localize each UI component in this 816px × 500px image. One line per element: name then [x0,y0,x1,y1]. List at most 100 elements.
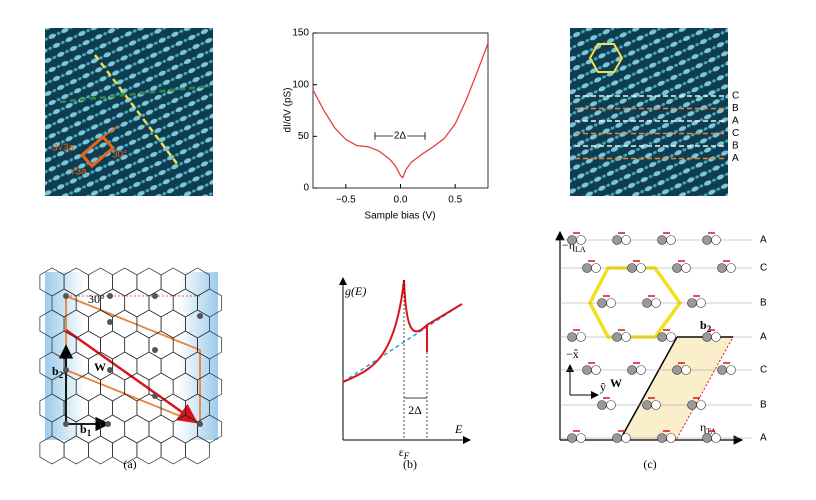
hex-cell [100,330,126,360]
row-label: B [732,103,739,114]
hex-cell [112,393,138,423]
row-label: C [760,263,767,274]
molecule [657,332,667,342]
lattice-site [197,313,203,319]
hex-cell [63,435,89,465]
dos-plot: g(E) E εF 2Δ [339,277,471,461]
hex-cell [136,393,162,423]
axis-subscript: LA [575,245,586,254]
molecule [687,400,697,410]
hex-cell [185,435,210,465]
lattice-site [107,293,113,299]
row-label: C [732,128,739,139]
fermi-label: εF [399,445,410,461]
row-label: A [732,153,739,164]
molecule [567,332,577,342]
vector-subscript: 1 [87,428,92,438]
hex-cell [136,267,162,297]
angle-label: 30° [112,150,127,161]
molecule [711,332,721,342]
lattice-site [63,421,69,427]
molecule [597,298,607,308]
didv-chart: dI/dV (pS) Sample bias (V) 2Δ 0 50 100 150 −… [283,28,489,222]
lattice-site [105,421,111,427]
row-label: C [732,91,739,102]
molecule [666,235,676,245]
molecule [597,400,607,410]
y-axis-label: dI/dV (pS) [283,87,294,132]
row-label: A [760,332,767,343]
molecule [696,400,706,410]
panel-label: (b) [403,457,417,471]
lattice-site [63,293,69,299]
molecule [582,365,592,375]
molecule [612,433,622,443]
gap-label: 2Δ [408,403,422,417]
vector-symbol: b [80,422,87,436]
molecule [681,263,691,273]
molecule [651,400,661,410]
axis-symbol: η [700,420,706,434]
molecule [621,332,631,342]
molecule [702,332,712,342]
fermi-symbol: ε [399,445,404,459]
row-label: A [732,116,739,127]
gap-label: 2Δ [394,131,407,142]
y-tick-label: 150 [292,28,309,39]
lattice-site [152,393,158,399]
x-tick-label: 0.5 [448,195,462,206]
molecule [627,365,637,375]
molecule [627,263,637,273]
vector-label: W [610,376,622,390]
molecule [612,332,622,342]
molecule [606,400,616,410]
vector-subscript: 2 [707,324,712,334]
lattice-site [107,367,113,373]
molecule [672,263,682,273]
lattice-length: √3a [70,166,87,178]
molecule [711,235,721,245]
row-label: B [760,298,767,309]
hex-cell [160,435,186,465]
hex-cell [39,435,65,465]
row-label: C [760,365,767,376]
vector-label: b2 [700,318,712,334]
hex-cell [100,372,126,402]
molecule [636,263,646,273]
hex-cell [136,351,162,381]
data-line [312,43,489,179]
molecule [711,433,721,443]
row-label: A [760,433,767,444]
molecule [636,365,646,375]
row-label: B [732,141,739,152]
hex-cell [124,414,150,444]
hex-cell [124,330,150,360]
molecule [657,235,667,245]
row-label: A [760,235,767,246]
hex-cell [124,288,150,318]
molecule [576,235,586,245]
row-label: B [760,400,767,411]
hex-cell [112,267,138,297]
lattice-length: 3√3a [52,142,75,154]
molecule [666,433,676,443]
molecule [576,433,586,443]
molecule [681,365,691,375]
vector-label: W [94,360,106,374]
molecule [726,263,736,273]
y-tick-label: 0 [303,183,309,194]
vector-symbol: b [52,364,59,378]
lattice-site [152,347,158,353]
molecule [726,365,736,375]
x-axis-label: Sample bias (V) [364,211,435,222]
lattice-site [152,293,158,299]
molecule [642,298,652,308]
molecule [651,298,661,308]
molecule [621,433,631,443]
axis-label: −x̂ [566,347,579,361]
molecule [672,365,682,375]
hex-cell [148,288,174,318]
fermi-subscript: F [403,451,410,461]
